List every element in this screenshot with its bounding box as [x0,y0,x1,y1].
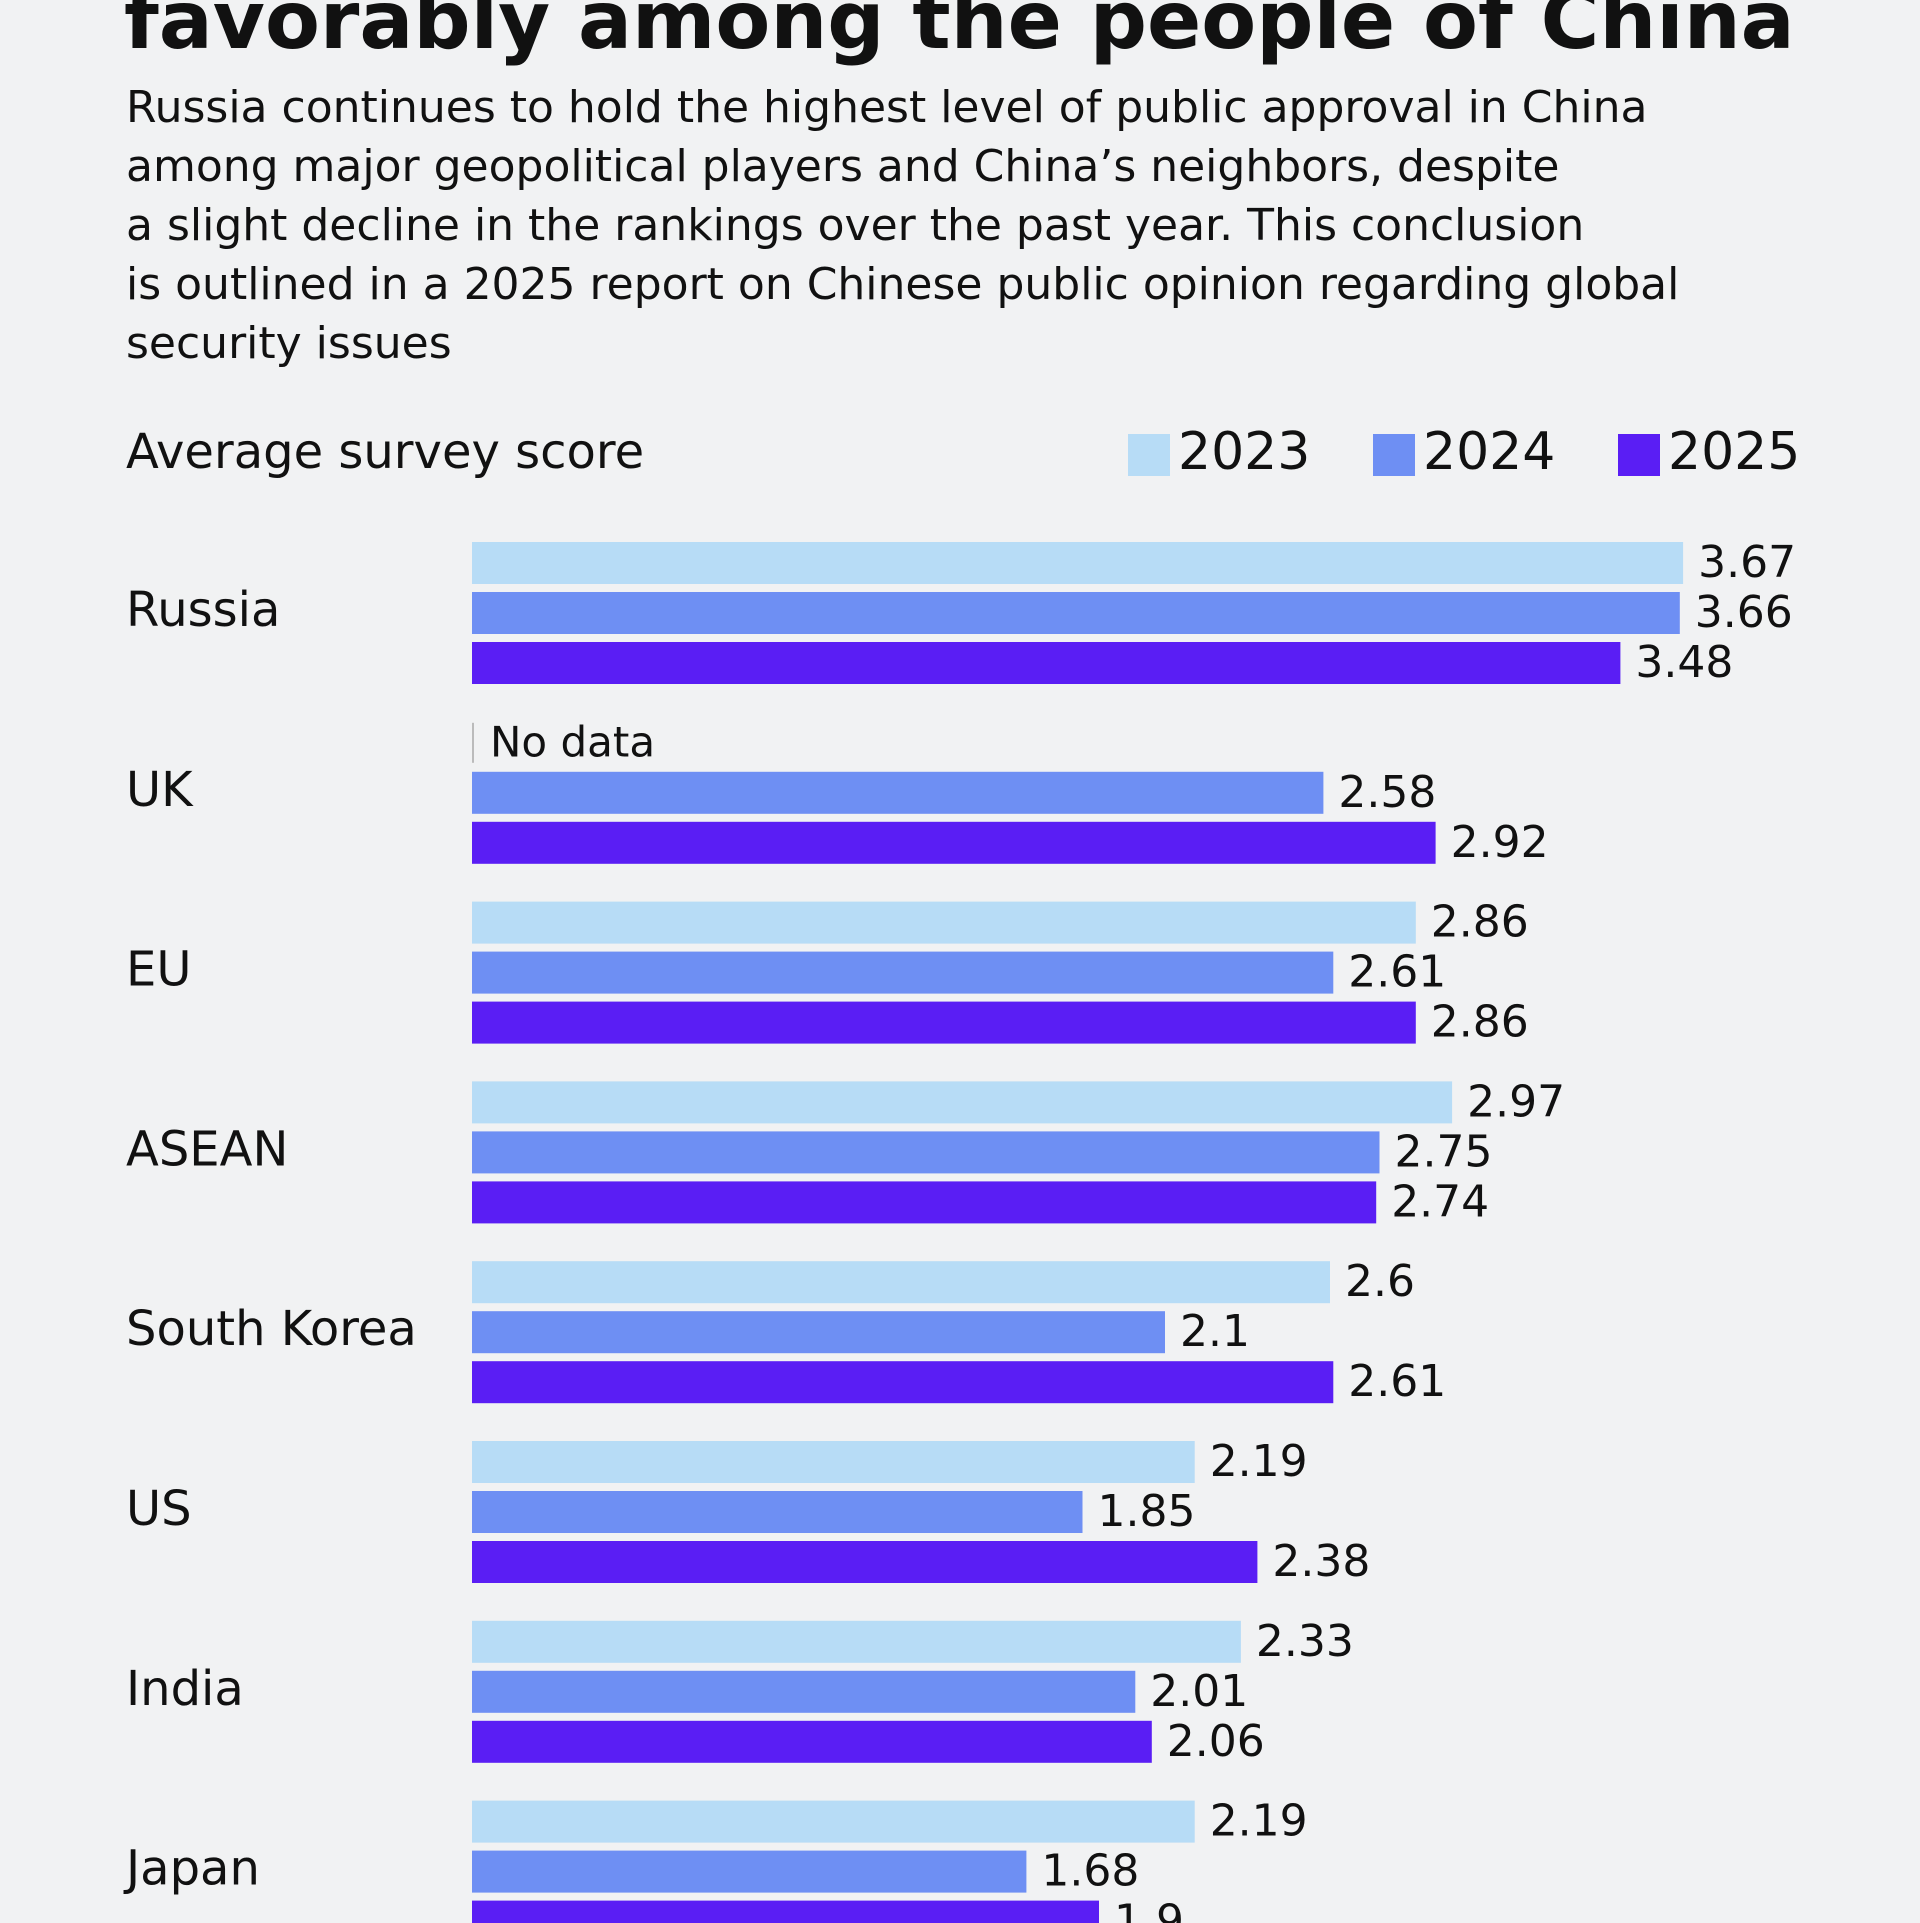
bar [472,1541,1258,1583]
bar [472,951,1334,994]
value-label: 1.9 [1114,1896,1184,1923]
subtitle-line: among major geopolitical players and Chi… [126,141,1559,192]
bar [472,1441,1195,1483]
value-label: 2.19 [1210,1436,1308,1487]
bar [472,1670,1136,1713]
axis-label: Average survey score [126,424,644,480]
value-label: 2.61 [1348,1356,1446,1407]
value-label: 2.19 [1210,1796,1308,1847]
bar [472,592,1680,634]
value-label: 2.01 [1150,1666,1248,1717]
value-label: 3.66 [1695,587,1793,638]
value-label: 3.48 [1635,637,1733,688]
no-data-label: No data [490,717,655,766]
bar [472,821,1436,864]
value-label: 2.97 [1467,1076,1565,1127]
value-label: 2.33 [1256,1616,1354,1667]
bar [472,542,1684,584]
subtitle-line: security issues [126,318,452,369]
bar [472,1491,1083,1533]
category-label: India [126,1661,244,1717]
bar [472,771,1324,814]
bar [472,1261,1330,1304]
value-label: 2.92 [1451,817,1549,868]
value-label: 2.86 [1431,897,1529,948]
category-label: EU [126,942,191,998]
value-label: 1.85 [1098,1486,1196,1537]
bar [472,642,1621,684]
bar [472,1850,1027,1893]
value-label: 2.86 [1431,997,1529,1048]
bar [472,901,1416,944]
bar [472,1620,1241,1663]
legend-label: 2025 [1668,422,1800,482]
category-label: UK [126,762,194,818]
subtitle-line: Russia continues to hold the highest lev… [126,82,1647,133]
bar [472,1800,1195,1843]
bar [472,1900,1099,1923]
category-label: South Korea [126,1301,417,1357]
bar [472,1081,1453,1124]
value-label: 3.67 [1698,537,1796,588]
bar [472,1720,1152,1763]
value-label: 2.1 [1180,1306,1250,1357]
category-label: US [126,1481,192,1537]
legend-swatch [1373,434,1415,476]
bar [472,1131,1380,1174]
value-label: 2.06 [1167,1716,1265,1767]
subtitle-line: a slight decline in the rankings over th… [126,200,1584,251]
legend-swatch [1618,434,1660,476]
legend-label: 2024 [1423,422,1555,482]
chart-title: favorably among the people of China [124,0,1795,67]
value-label: 2.75 [1395,1126,1493,1177]
bar [472,1361,1334,1404]
bar [472,1311,1165,1354]
category-label: Russia [126,582,280,638]
value-label: 2.74 [1391,1176,1489,1227]
value-label: 2.58 [1338,767,1436,818]
value-label: 2.38 [1272,1536,1370,1587]
value-label: 2.6 [1345,1256,1415,1307]
category-label: Japan [123,1841,260,1897]
value-label: 2.61 [1348,947,1446,998]
value-label: 1.68 [1041,1846,1139,1897]
bar [472,1001,1416,1044]
legend-label: 2023 [1178,422,1310,482]
bar [472,1181,1377,1224]
legend-swatch [1128,434,1170,476]
subtitle-line: is outlined in a 2025 report on Chinese … [126,259,1679,310]
category-label: ASEAN [126,1121,288,1177]
